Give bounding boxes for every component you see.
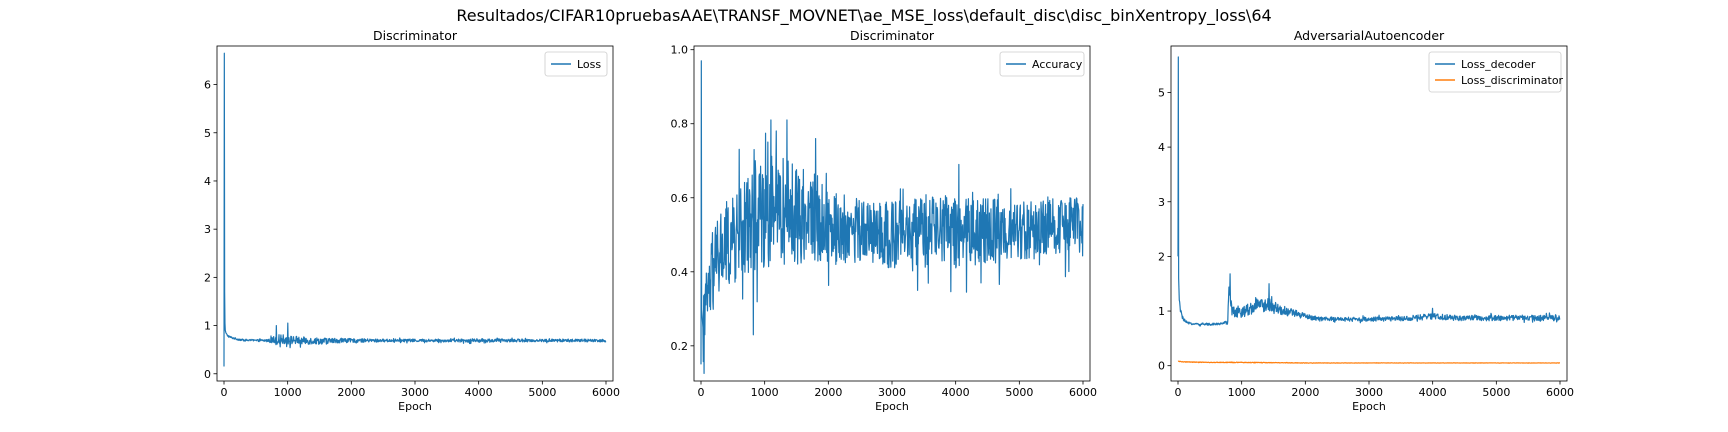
panel-adversarial-autoencoder: AdversarialAutoencoder 0 1000 2000 3000 4000 5… bbox=[1158, 28, 1574, 413]
x-tick-label: 1000 bbox=[751, 386, 779, 399]
axes-frame bbox=[1170, 45, 1568, 382]
legend-entry: Loss_decoder bbox=[1461, 58, 1536, 71]
x-tick-label: 4000 bbox=[465, 386, 493, 399]
x-tick-label: 4000 bbox=[942, 386, 970, 399]
y-tick-label: 0.8 bbox=[671, 118, 689, 131]
y-tick-label: 6 bbox=[204, 79, 211, 92]
x-tick-label: 5000 bbox=[1005, 386, 1033, 399]
y-tick-label: 1 bbox=[1158, 305, 1165, 318]
y-tick-label: 1 bbox=[204, 320, 211, 333]
y-tick-label: 0 bbox=[1158, 360, 1165, 373]
panel-title: Discriminator bbox=[850, 28, 935, 43]
x-axis-label: Epoch bbox=[398, 400, 432, 413]
panel-title: AdversarialAutoencoder bbox=[1294, 28, 1445, 43]
panel-title: Discriminator bbox=[373, 28, 458, 43]
x-tick-label: 6000 bbox=[592, 386, 620, 399]
y-tick-label: 2 bbox=[1158, 250, 1165, 263]
x-tick-label: 6000 bbox=[1546, 386, 1574, 399]
x-tick-label: 3000 bbox=[401, 386, 429, 399]
x-tick-label: 3000 bbox=[1355, 386, 1383, 399]
x-tick-label: 2000 bbox=[1291, 386, 1319, 399]
y-tick-label: 1.0 bbox=[671, 44, 689, 57]
y-tick-label: 0.2 bbox=[671, 340, 689, 353]
legend-entry: Loss bbox=[577, 58, 601, 71]
legend: Accuracy bbox=[999, 51, 1085, 77]
legend-box bbox=[1428, 51, 1562, 93]
x-tick-label: 0 bbox=[1175, 386, 1182, 399]
series-line-loss-decoder bbox=[1177, 56, 1561, 327]
x-tick-label: 1000 bbox=[1228, 386, 1256, 399]
x-tick-label: 6000 bbox=[1069, 386, 1097, 399]
x-tick-label: 5000 bbox=[1482, 386, 1510, 399]
x-axis-label: Epoch bbox=[875, 400, 909, 413]
legend: Loss bbox=[544, 51, 608, 77]
x-tick-label: 3000 bbox=[878, 386, 906, 399]
y-tick-label: 3 bbox=[1158, 196, 1165, 209]
legend: Loss_decoder Loss_discriminator bbox=[1428, 51, 1564, 93]
x-tick-label: 0 bbox=[698, 386, 705, 399]
y-tick-label: 3 bbox=[204, 223, 211, 236]
legend-box bbox=[999, 51, 1085, 77]
legend-box bbox=[544, 51, 608, 77]
y-tick-label: 0 bbox=[204, 368, 211, 381]
y-tick-label: 2 bbox=[204, 271, 211, 284]
y-tick-label: 5 bbox=[1158, 86, 1165, 99]
series-line-accuracy bbox=[700, 60, 1084, 375]
x-tick-label: 4000 bbox=[1419, 386, 1447, 399]
y-tick-label: 4 bbox=[1158, 141, 1165, 154]
x-tick-label: 5000 bbox=[528, 386, 556, 399]
x-axis-label: Epoch bbox=[1352, 400, 1386, 413]
x-tick-label: 2000 bbox=[814, 386, 842, 399]
y-tick-label: 0.4 bbox=[671, 266, 689, 279]
x-tick-label: 0 bbox=[221, 386, 228, 399]
y-tick-label: 5 bbox=[204, 127, 211, 140]
panel-discriminator-loss: Discriminator 0 1000 2000 3000 4000 5000 6000 0 1… bbox=[204, 28, 620, 413]
series-line-loss bbox=[223, 52, 607, 367]
series-line-loss-discriminator bbox=[1177, 360, 1561, 364]
x-tick-label: 2000 bbox=[337, 386, 365, 399]
legend-entry: Accuracy bbox=[1032, 58, 1083, 71]
y-tick-label: 0.6 bbox=[671, 192, 689, 205]
y-tick-label: 4 bbox=[204, 175, 211, 188]
x-tick-label: 1000 bbox=[274, 386, 302, 399]
legend-entry: Loss_discriminator bbox=[1461, 74, 1564, 87]
figure-suptitle: Resultados/CIFAR10pruebasAAE\TRANSF_MOVN… bbox=[456, 6, 1272, 25]
panel-discriminator-accuracy: Discriminator 0 1000 2000 3000 4000 5000 6000 0.… bbox=[671, 28, 1097, 413]
